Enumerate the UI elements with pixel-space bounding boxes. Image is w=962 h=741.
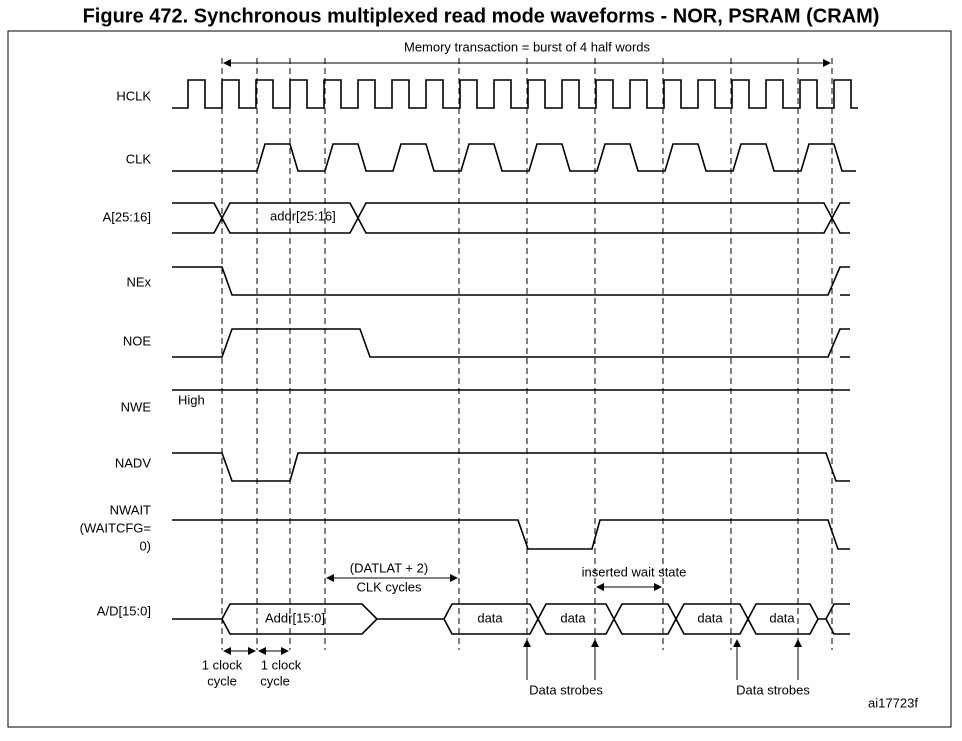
bus-text: data — [769, 610, 795, 625]
cycle-text: 1 clock — [261, 657, 302, 672]
latency-text: CLK cycles — [356, 579, 422, 594]
signal-label: NEx — [126, 274, 151, 289]
signal-label: NWAIT — [110, 502, 151, 517]
nadv-wave — [172, 452, 850, 482]
bus-text: data — [697, 610, 723, 625]
bus-text: data — [560, 610, 586, 625]
signal-label: A/D[15:0] — [97, 603, 151, 618]
bus-text: data — [477, 610, 503, 625]
ad-bus-wave — [172, 603, 850, 635]
cycle-guides — [221, 58, 833, 650]
signal-label: NOE — [123, 333, 152, 348]
nwait-wave — [172, 519, 850, 550]
signal-label: CLK — [126, 151, 152, 166]
cycle-text: cycle — [260, 673, 290, 688]
clk-wave — [172, 143, 856, 172]
figure-id: ai17723f — [868, 695, 918, 710]
cycle-text: 1 clock — [202, 657, 243, 672]
bus-text: Addr[15:0] — [265, 610, 325, 625]
signal-label: 0) — [139, 538, 151, 553]
state-text: High — [178, 392, 205, 407]
title: Figure 472. Synchronous multiplexed read… — [83, 5, 880, 27]
signal-label: NADV — [115, 455, 151, 470]
bus-text: addr[25:16] — [270, 208, 336, 223]
signal-label: (WAITCFG= — [80, 520, 151, 535]
a-bus-wave — [172, 202, 850, 234]
hclk-wave — [172, 79, 858, 109]
latency-text: (DATLAT + 2) — [350, 560, 428, 575]
signal-label: NWE — [121, 399, 152, 414]
signal-label: A[25:16] — [103, 209, 151, 224]
noe-wave — [172, 328, 850, 358]
strobe-text: Data strobes — [529, 682, 603, 697]
strobe-text: Data strobes — [736, 682, 810, 697]
cycle-text: cycle — [207, 673, 237, 688]
nex-wave — [172, 266, 850, 296]
transaction-label: Memory transaction = burst of 4 half wor… — [404, 39, 651, 54]
signal-label: HCLK — [116, 88, 151, 103]
wait-text: inserted wait state — [582, 564, 687, 579]
frame — [7, 30, 952, 728]
